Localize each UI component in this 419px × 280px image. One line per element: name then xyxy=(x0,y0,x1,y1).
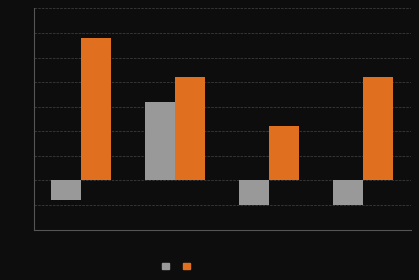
Bar xyxy=(239,180,269,205)
Bar xyxy=(333,180,363,205)
Bar xyxy=(81,38,111,180)
Legend: , : , xyxy=(159,258,195,274)
Bar xyxy=(51,180,81,200)
Bar xyxy=(269,126,299,180)
Bar xyxy=(175,77,205,180)
Bar xyxy=(363,77,393,180)
Bar xyxy=(145,102,175,180)
